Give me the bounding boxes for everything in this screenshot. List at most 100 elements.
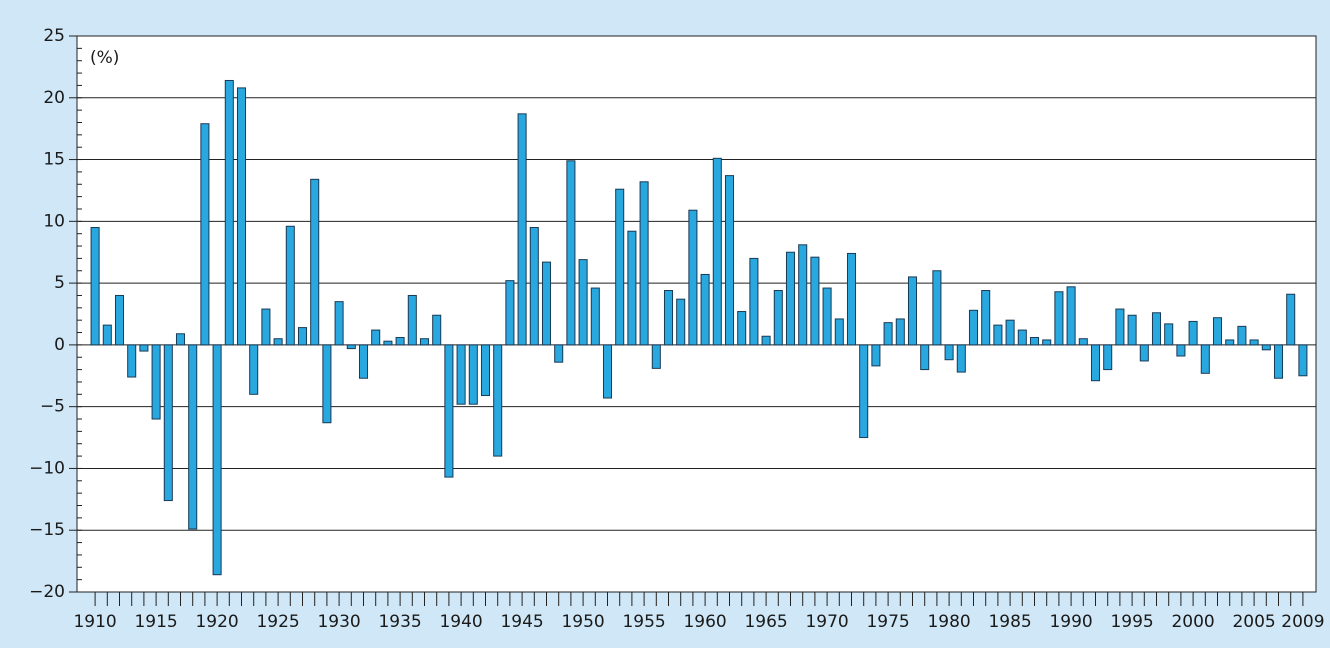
bar [493, 344, 503, 457]
bar [1042, 339, 1052, 346]
bar [1249, 339, 1259, 346]
bar [822, 287, 832, 346]
y-tick-label: 0 [54, 335, 65, 355]
bar [1225, 339, 1235, 346]
bar [1261, 344, 1271, 351]
bar [127, 344, 137, 378]
bar [407, 294, 417, 346]
bar [554, 344, 564, 363]
bar [1164, 323, 1174, 346]
bar [1103, 344, 1113, 371]
bar [627, 230, 637, 346]
bar [737, 311, 747, 346]
bar [188, 344, 198, 530]
bar [1151, 312, 1162, 346]
bar [200, 123, 210, 346]
bar [834, 318, 844, 346]
bar [175, 333, 186, 346]
bar [102, 324, 112, 346]
bar [90, 227, 100, 346]
bar [444, 344, 454, 478]
x-tick-label: 1980 [927, 612, 970, 632]
y-tick-label: −15 [29, 520, 65, 540]
x-tick-label: 1910 [73, 612, 116, 632]
bar [1029, 336, 1040, 346]
x-tick-label: 2009 [1281, 612, 1324, 632]
bar [956, 344, 966, 373]
bar [358, 344, 369, 379]
y-tick-label: −10 [29, 458, 65, 478]
bar [1127, 314, 1137, 346]
x-tick-label: 1925 [256, 612, 299, 632]
bar [1237, 325, 1247, 346]
bar [1298, 344, 1308, 377]
bar [163, 344, 173, 502]
bar [419, 338, 430, 346]
bar [1139, 344, 1149, 362]
bar [529, 227, 539, 346]
bar [1212, 317, 1223, 346]
x-tick-label: 1915 [134, 612, 177, 632]
bar [883, 322, 893, 346]
bar [1054, 291, 1064, 346]
x-tick-label: 1945 [500, 612, 543, 632]
bar [1066, 286, 1076, 346]
x-tick-label: 1960 [683, 612, 726, 632]
x-tick-label: 1955 [622, 612, 665, 632]
x-tick-label: 1995 [1110, 612, 1153, 632]
x-tick-label: 1930 [317, 612, 360, 632]
bar [602, 344, 613, 399]
bar [663, 290, 674, 346]
y-tick-label: 25 [43, 26, 65, 46]
bar [1017, 329, 1027, 346]
bar [773, 290, 783, 346]
bar [456, 344, 466, 405]
x-tick-label: 1935 [378, 612, 421, 632]
bar [639, 181, 649, 346]
bar [712, 157, 722, 346]
bar [688, 209, 698, 346]
x-tick-label: 1975 [866, 612, 909, 632]
bar [944, 344, 954, 361]
bar [310, 178, 320, 346]
bar [273, 338, 283, 346]
bar [334, 301, 344, 346]
bar [1115, 308, 1125, 346]
bar [1176, 344, 1186, 357]
bar [212, 344, 222, 576]
bar [981, 290, 991, 346]
y-tick-label: 15 [43, 150, 65, 170]
bar [224, 79, 234, 346]
y-tick-label: 20 [43, 88, 65, 108]
bar [846, 252, 857, 346]
bar [859, 344, 869, 439]
bar [761, 335, 771, 346]
bar [346, 344, 356, 350]
bar [285, 225, 295, 346]
bar [541, 261, 552, 346]
bar [297, 327, 308, 346]
unit-annotation: (%) [90, 48, 119, 68]
bar [1200, 344, 1210, 374]
x-tick-label: 1990 [1049, 612, 1092, 632]
x-tick-label: 2000 [1171, 612, 1214, 632]
bar [395, 336, 405, 346]
x-tick-label: 1940 [439, 612, 482, 632]
bar [468, 344, 478, 405]
x-tick-label: 1965 [744, 612, 787, 632]
bar [151, 344, 161, 420]
bar [907, 276, 918, 346]
bar [480, 344, 491, 397]
bar [785, 251, 796, 346]
y-tick-label: −5 [40, 397, 65, 417]
bar [383, 340, 393, 346]
bar [566, 160, 576, 346]
bar [1273, 344, 1284, 379]
bar [810, 256, 820, 346]
bar [1078, 338, 1088, 346]
x-tick-label: 1920 [195, 612, 238, 632]
x-tick-label: 1970 [805, 612, 848, 632]
bar [932, 270, 942, 346]
bar [517, 113, 527, 346]
